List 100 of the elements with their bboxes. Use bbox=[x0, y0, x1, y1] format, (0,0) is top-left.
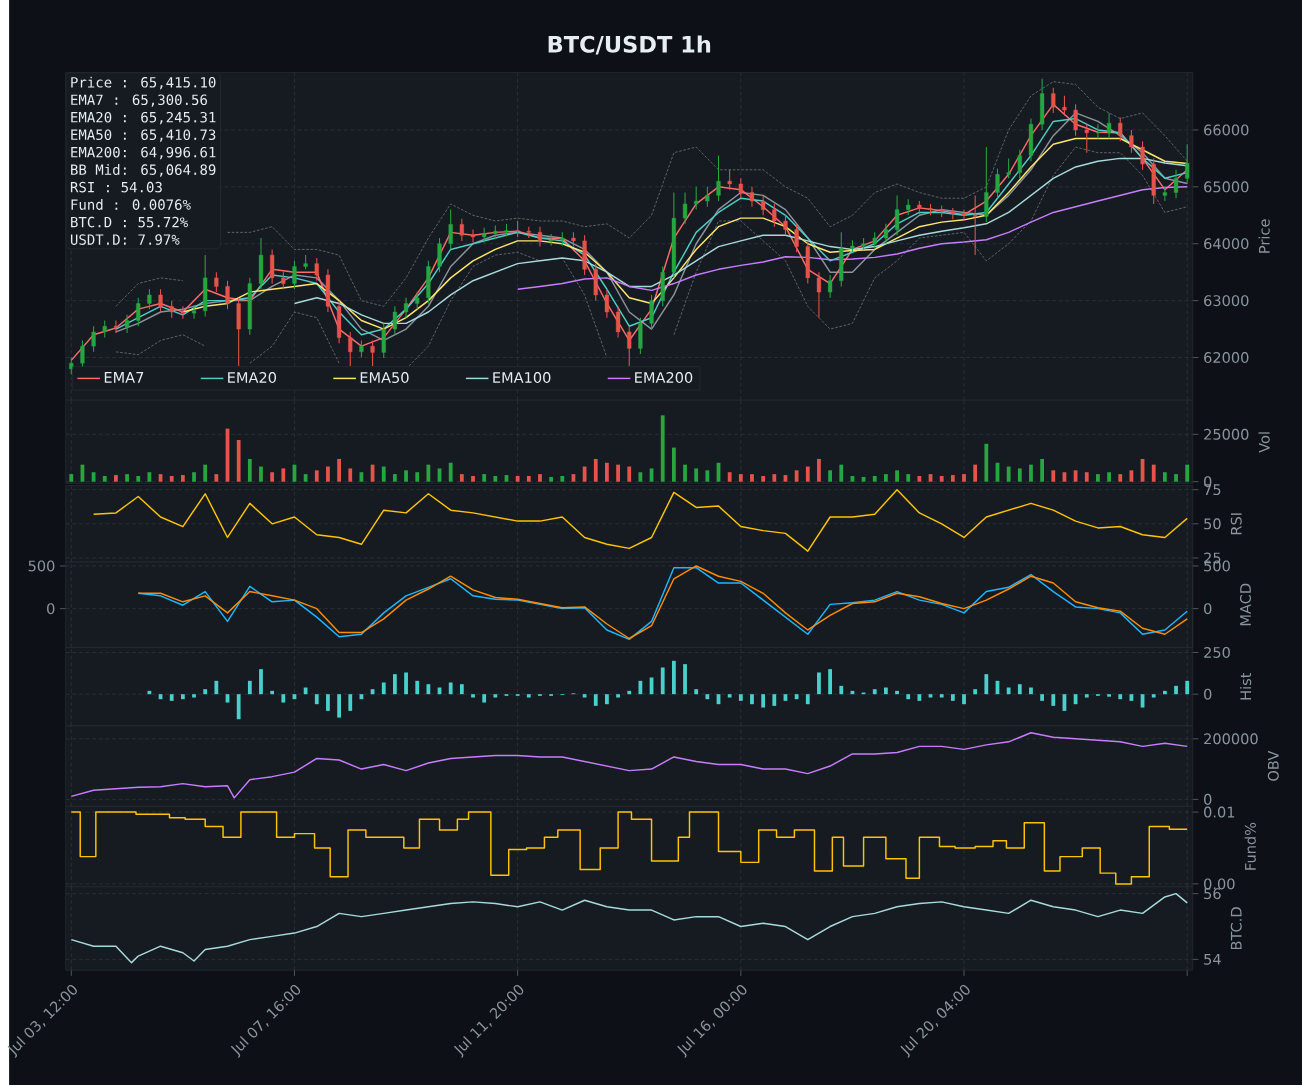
bar bbox=[895, 470, 899, 482]
bar bbox=[259, 668, 263, 695]
bar bbox=[694, 468, 699, 482]
bar bbox=[1029, 464, 1033, 482]
bar bbox=[459, 473, 464, 482]
candlestick bbox=[705, 186, 710, 208]
bar bbox=[1185, 464, 1190, 482]
bar bbox=[839, 464, 844, 482]
bar bbox=[950, 694, 955, 701]
candlestick bbox=[158, 288, 163, 313]
bar bbox=[872, 475, 877, 482]
annotation: BTC.D : 55.72% bbox=[71, 216, 188, 228]
bar bbox=[303, 473, 308, 482]
candlestick bbox=[1129, 129, 1134, 154]
bar bbox=[482, 473, 487, 482]
legend-label: EMA100 bbox=[493, 371, 551, 383]
bar bbox=[671, 447, 676, 482]
bar bbox=[214, 680, 219, 695]
candlestick bbox=[1118, 116, 1123, 142]
candlestick bbox=[1006, 157, 1011, 179]
annotation: EMA20 : 65,245.31 bbox=[71, 111, 216, 125]
bar bbox=[593, 694, 598, 706]
candlestick bbox=[549, 233, 554, 246]
candlestick bbox=[314, 257, 319, 282]
candlestick bbox=[1073, 103, 1078, 136]
annotation: EMA50 : 65,410.73 bbox=[71, 129, 216, 142]
candlestick bbox=[794, 223, 799, 253]
candlestick bbox=[348, 331, 353, 367]
bar bbox=[125, 473, 129, 482]
bar bbox=[671, 660, 676, 695]
bar bbox=[247, 458, 252, 482]
bar bbox=[738, 694, 743, 701]
annotation: RSI : 54.03 bbox=[70, 181, 162, 193]
candlestick bbox=[91, 325, 96, 353]
bar bbox=[314, 470, 319, 482]
bar bbox=[928, 694, 933, 698]
y-tick-label: 64000 bbox=[1204, 238, 1249, 250]
candlestick bbox=[1140, 140, 1145, 171]
candlestick bbox=[1095, 123, 1101, 139]
bar bbox=[560, 475, 565, 482]
bar bbox=[1084, 694, 1089, 698]
y-axis-title: Vol bbox=[1258, 432, 1270, 453]
bar bbox=[482, 694, 487, 703]
y-axis-title: Price bbox=[1258, 219, 1270, 253]
bar bbox=[984, 443, 989, 482]
candlestick bbox=[995, 167, 1000, 199]
bar bbox=[660, 667, 665, 695]
bar bbox=[236, 439, 241, 482]
bar bbox=[984, 673, 989, 695]
bar bbox=[605, 462, 609, 482]
y-axis-title: Fund% bbox=[1244, 822, 1256, 870]
bar bbox=[917, 694, 922, 701]
bar bbox=[459, 684, 464, 695]
bar bbox=[950, 474, 955, 482]
bar bbox=[348, 468, 353, 482]
bar bbox=[906, 473, 911, 482]
bar bbox=[962, 473, 966, 482]
candlestick bbox=[381, 322, 386, 359]
bar bbox=[1174, 685, 1178, 695]
bar bbox=[270, 690, 275, 695]
bar bbox=[1107, 472, 1111, 482]
bar bbox=[1073, 470, 1078, 482]
bar bbox=[348, 694, 353, 711]
bar bbox=[1006, 466, 1011, 482]
y-tick-label: 0 bbox=[1204, 793, 1212, 805]
y-tick-label: 54 bbox=[1204, 953, 1221, 965]
annotation: EMA7 : 65,300.56 bbox=[71, 94, 208, 107]
bar bbox=[727, 472, 732, 482]
candlestick bbox=[816, 271, 822, 319]
bar bbox=[582, 694, 587, 698]
bar bbox=[515, 475, 520, 482]
bar bbox=[493, 694, 498, 698]
legend-label: EMA50 bbox=[360, 371, 409, 383]
bar bbox=[872, 689, 877, 695]
bar bbox=[493, 475, 498, 482]
candlestick bbox=[738, 177, 743, 199]
bar bbox=[1174, 473, 1178, 482]
bar bbox=[393, 473, 397, 482]
bar bbox=[314, 694, 319, 705]
candlestick bbox=[147, 288, 152, 310]
bar bbox=[214, 473, 219, 482]
bar bbox=[1029, 687, 1033, 695]
legend-label: EMA20 bbox=[228, 371, 276, 383]
bar bbox=[884, 687, 888, 695]
candlestick bbox=[1084, 123, 1089, 154]
bar bbox=[337, 458, 341, 482]
bar bbox=[627, 690, 632, 695]
bar bbox=[605, 694, 609, 705]
candlestick bbox=[604, 288, 610, 319]
bar bbox=[259, 466, 263, 482]
bar bbox=[593, 458, 598, 482]
bar bbox=[727, 694, 732, 698]
legend-label: EMA200 bbox=[635, 371, 693, 383]
bar bbox=[1051, 470, 1056, 482]
bar bbox=[180, 694, 185, 700]
candlestick bbox=[270, 248, 275, 284]
bar bbox=[526, 475, 531, 482]
bar bbox=[1073, 694, 1078, 705]
candlestick bbox=[883, 223, 888, 245]
bar bbox=[270, 472, 275, 482]
